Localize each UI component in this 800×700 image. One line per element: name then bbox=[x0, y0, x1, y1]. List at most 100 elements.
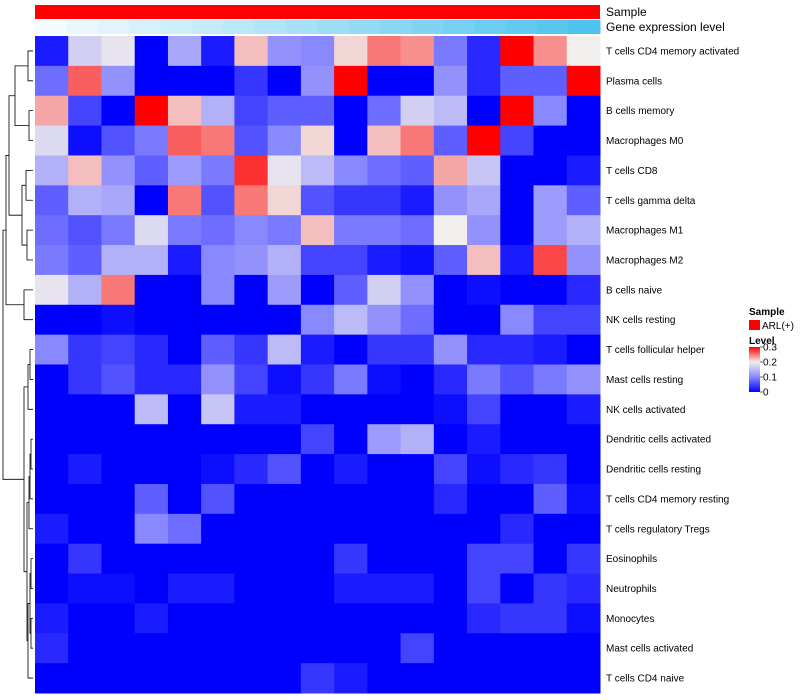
heatmap-cell bbox=[367, 394, 402, 425]
heatmap-cell bbox=[300, 155, 335, 186]
heatmap-cell bbox=[201, 245, 235, 276]
heatmap-cell bbox=[68, 483, 102, 515]
heatmap-cell bbox=[533, 394, 568, 425]
heatmap-cell bbox=[433, 215, 468, 246]
heatmap-cell bbox=[101, 543, 136, 575]
dendrogram-branch bbox=[27, 364, 33, 410]
heatmap-cell bbox=[134, 155, 169, 186]
legend-level-ticks: 0.3 0.2 0.1 0 bbox=[760, 343, 777, 399]
heatmap-cell bbox=[500, 95, 535, 127]
row-label: T cells CD4 naive bbox=[606, 674, 685, 685]
heatmap-cell bbox=[400, 364, 435, 395]
heatmap-cell bbox=[201, 95, 235, 127]
heatmap-cell bbox=[167, 185, 202, 216]
gene-annotation-cell bbox=[129, 20, 162, 34]
heatmap-cell bbox=[267, 245, 302, 276]
heatmap-cell bbox=[300, 95, 335, 127]
heatmap-cell bbox=[101, 304, 136, 336]
heatmap-cell bbox=[533, 573, 568, 604]
heatmap-cell bbox=[433, 245, 468, 276]
heatmap-cell bbox=[400, 573, 435, 604]
heatmap-cell bbox=[300, 215, 335, 246]
heatmap-cell bbox=[566, 155, 601, 186]
dendrogram-branch bbox=[26, 229, 33, 261]
heatmap-cell bbox=[533, 155, 568, 186]
dendrogram-branch bbox=[30, 558, 33, 589]
row-label: T cells CD4 memory resting bbox=[606, 494, 729, 505]
heatmap-cell bbox=[101, 454, 136, 485]
heatmap-cell bbox=[201, 603, 235, 634]
heatmap-cell bbox=[234, 394, 269, 425]
dendrogram-branch bbox=[25, 169, 33, 201]
heatmap-cell bbox=[433, 663, 468, 694]
gene-annotation-cell bbox=[411, 20, 444, 34]
dendrogram-branch bbox=[30, 617, 33, 649]
heatmap-cell bbox=[467, 334, 501, 365]
heatmap-cell bbox=[35, 334, 69, 365]
heatmap-cell bbox=[500, 65, 535, 97]
heatmap-cell bbox=[234, 573, 269, 604]
legend-sample-item: ARL(+) bbox=[762, 321, 794, 332]
heatmap-cell bbox=[566, 245, 601, 276]
heatmap-cell bbox=[500, 274, 535, 306]
legend-tick-label: 0.2 bbox=[763, 358, 777, 369]
heatmap-cell bbox=[467, 573, 501, 604]
heatmap-cell bbox=[68, 364, 102, 395]
heatmap-cell bbox=[35, 304, 69, 336]
heatmap-cell bbox=[68, 424, 102, 455]
gene-annotation-cell bbox=[223, 20, 256, 34]
heatmap-cell bbox=[68, 394, 102, 425]
heatmap-cell bbox=[367, 573, 402, 604]
heatmap-cell bbox=[167, 65, 202, 97]
heatmap-cell bbox=[68, 155, 102, 186]
heatmap-cell bbox=[533, 364, 568, 395]
heatmap-cell bbox=[367, 65, 402, 97]
row-label: Plasma cells bbox=[606, 76, 662, 87]
heatmap-cell bbox=[134, 185, 169, 216]
heatmap-cell bbox=[201, 394, 235, 425]
heatmap-cell bbox=[35, 394, 69, 425]
row-label: Macrophages M0 bbox=[606, 136, 684, 147]
heatmap-cell bbox=[566, 95, 601, 127]
heatmap-cell bbox=[167, 394, 202, 425]
heatmap-cell bbox=[367, 274, 402, 306]
heatmap-cell bbox=[400, 483, 435, 515]
heatmap-cell bbox=[467, 513, 501, 545]
heatmap-cell bbox=[68, 245, 102, 276]
heatmap-cell bbox=[433, 334, 468, 365]
heatmap-cell bbox=[334, 573, 368, 604]
heatmap-cell bbox=[234, 454, 269, 485]
heatmap-cell bbox=[300, 65, 335, 97]
gene-annotation-cell bbox=[286, 20, 318, 34]
heatmap-cell bbox=[467, 185, 501, 216]
heatmap-cell bbox=[267, 95, 302, 127]
heatmap-cell bbox=[300, 483, 335, 515]
heatmap-cell bbox=[500, 364, 535, 395]
heatmap-cell bbox=[234, 364, 269, 395]
heatmap-cell bbox=[201, 274, 235, 306]
heatmap-cell bbox=[234, 95, 269, 127]
heatmap-cell bbox=[101, 36, 136, 67]
heatmap-cell bbox=[467, 663, 501, 694]
heatmap-cell bbox=[433, 304, 468, 336]
heatmap-cell bbox=[433, 95, 468, 127]
heatmap-cell bbox=[134, 304, 169, 336]
heatmap-cell bbox=[300, 394, 335, 425]
heatmap-cell bbox=[68, 125, 102, 156]
gene-annotation-cell bbox=[348, 20, 381, 34]
heatmap-cell bbox=[101, 95, 136, 127]
heatmap-cell bbox=[400, 215, 435, 246]
dendrogram-branch bbox=[29, 349, 33, 380]
heatmap-cell bbox=[35, 125, 69, 156]
heatmap-cell bbox=[35, 483, 69, 515]
heatmap-cell bbox=[500, 483, 535, 515]
heatmap-cell bbox=[201, 454, 235, 485]
heatmap-cell bbox=[400, 543, 435, 575]
heatmap-cell bbox=[334, 663, 368, 694]
heatmap-cell bbox=[167, 274, 202, 306]
heatmap-cell bbox=[500, 36, 535, 67]
heatmap-cell bbox=[201, 65, 235, 97]
heatmap-cell bbox=[134, 573, 169, 604]
heatmap-cell bbox=[234, 334, 269, 365]
heatmap-cell bbox=[566, 304, 601, 336]
